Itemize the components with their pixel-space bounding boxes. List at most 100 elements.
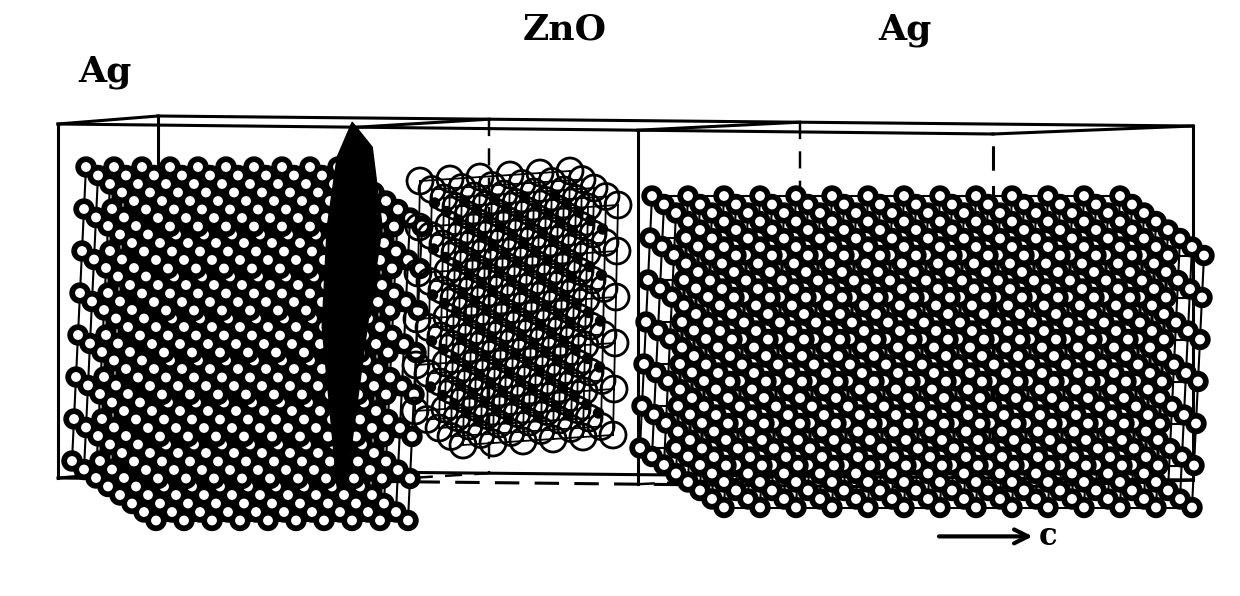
- Circle shape: [1012, 368, 1021, 377]
- Circle shape: [1064, 318, 1073, 327]
- Circle shape: [849, 354, 870, 374]
- Circle shape: [1176, 234, 1184, 243]
- Circle shape: [1156, 394, 1164, 402]
- Circle shape: [784, 411, 792, 419]
- Circle shape: [1198, 293, 1207, 302]
- Circle shape: [744, 444, 753, 452]
- Circle shape: [950, 312, 970, 333]
- Circle shape: [554, 263, 564, 274]
- Circle shape: [680, 405, 701, 424]
- Circle shape: [823, 302, 832, 310]
- Circle shape: [756, 478, 764, 486]
- Circle shape: [112, 250, 131, 269]
- Circle shape: [874, 268, 882, 276]
- Circle shape: [288, 213, 296, 222]
- Circle shape: [216, 482, 224, 491]
- Circle shape: [1132, 245, 1152, 265]
- Circle shape: [144, 426, 164, 446]
- Circle shape: [796, 262, 816, 282]
- Circle shape: [306, 222, 314, 231]
- Circle shape: [350, 343, 370, 362]
- Circle shape: [138, 418, 157, 438]
- Circle shape: [110, 225, 130, 244]
- Circle shape: [900, 243, 908, 251]
- Circle shape: [167, 508, 176, 516]
- Circle shape: [888, 209, 897, 217]
- Circle shape: [120, 409, 140, 429]
- Circle shape: [828, 452, 836, 461]
- Circle shape: [884, 396, 904, 416]
- Circle shape: [678, 186, 698, 206]
- Circle shape: [1126, 268, 1135, 276]
- Circle shape: [1152, 503, 1161, 512]
- Circle shape: [647, 452, 656, 461]
- Circle shape: [326, 390, 335, 399]
- Circle shape: [960, 495, 968, 503]
- Circle shape: [193, 423, 202, 432]
- Circle shape: [957, 277, 966, 285]
- Circle shape: [316, 340, 324, 348]
- Circle shape: [968, 455, 988, 476]
- Circle shape: [1054, 268, 1063, 276]
- Circle shape: [376, 516, 384, 524]
- Circle shape: [172, 230, 180, 239]
- Circle shape: [265, 214, 274, 222]
- Circle shape: [262, 171, 270, 180]
- Circle shape: [203, 474, 212, 482]
- Circle shape: [816, 209, 825, 217]
- Circle shape: [1083, 330, 1102, 349]
- Circle shape: [1009, 410, 1018, 419]
- Circle shape: [701, 245, 720, 265]
- Circle shape: [706, 354, 725, 374]
- Circle shape: [820, 279, 839, 299]
- Circle shape: [823, 276, 832, 284]
- Circle shape: [1074, 237, 1094, 257]
- Circle shape: [848, 421, 868, 442]
- Circle shape: [242, 197, 250, 205]
- Circle shape: [415, 264, 424, 273]
- Circle shape: [450, 353, 460, 363]
- Circle shape: [236, 258, 255, 278]
- Circle shape: [306, 289, 314, 297]
- Circle shape: [1158, 246, 1178, 265]
- Circle shape: [675, 296, 694, 315]
- Circle shape: [491, 405, 501, 415]
- Circle shape: [157, 393, 179, 412]
- Circle shape: [1091, 461, 1100, 469]
- Circle shape: [228, 359, 248, 379]
- Circle shape: [306, 291, 326, 312]
- Circle shape: [296, 241, 316, 261]
- Circle shape: [182, 281, 190, 289]
- Circle shape: [1028, 318, 1037, 327]
- Circle shape: [754, 285, 763, 293]
- Circle shape: [172, 359, 192, 379]
- Circle shape: [160, 157, 180, 177]
- Circle shape: [966, 186, 986, 206]
- Circle shape: [816, 363, 836, 383]
- Circle shape: [1016, 413, 1035, 433]
- Circle shape: [1195, 336, 1204, 344]
- Circle shape: [1009, 436, 1018, 444]
- Circle shape: [489, 240, 498, 250]
- Circle shape: [918, 228, 937, 249]
- Circle shape: [646, 234, 655, 242]
- Circle shape: [980, 413, 999, 433]
- Circle shape: [228, 297, 236, 306]
- Circle shape: [179, 300, 198, 320]
- Circle shape: [236, 384, 255, 405]
- Circle shape: [567, 272, 577, 282]
- Circle shape: [134, 309, 154, 328]
- Circle shape: [888, 312, 908, 332]
- Circle shape: [901, 330, 923, 349]
- Circle shape: [74, 460, 94, 480]
- Circle shape: [952, 402, 960, 411]
- Circle shape: [777, 354, 799, 374]
- Circle shape: [317, 432, 326, 440]
- Circle shape: [1074, 186, 1094, 206]
- Circle shape: [898, 259, 906, 268]
- Circle shape: [954, 335, 962, 343]
- Circle shape: [852, 209, 861, 217]
- Circle shape: [264, 258, 284, 278]
- Circle shape: [180, 258, 200, 278]
- Circle shape: [254, 468, 274, 488]
